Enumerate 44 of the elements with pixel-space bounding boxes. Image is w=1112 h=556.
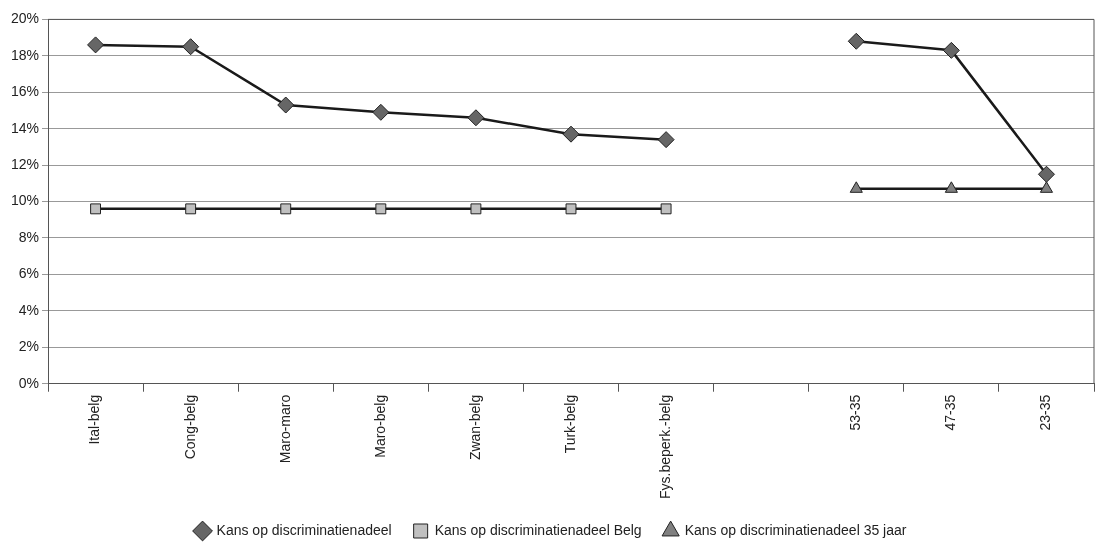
point — [562, 125, 580, 143]
x-tick-label: Cong-belg — [181, 394, 198, 460]
point — [90, 203, 102, 215]
y-tick-label: 4% — [18, 301, 40, 318]
y-tick-label: 18% — [10, 46, 40, 63]
point — [185, 203, 197, 215]
legend-label: Kans op discriminatienadeel Belg — [434, 521, 642, 538]
point — [565, 203, 577, 215]
x-tick-label: Turk-belg — [561, 394, 578, 454]
point — [942, 41, 960, 59]
point — [375, 203, 387, 215]
y-tick-label: 20% — [10, 10, 40, 27]
y-tick-label: 6% — [18, 265, 40, 282]
point — [182, 38, 200, 56]
point — [280, 203, 292, 215]
y-tick-label: 16% — [10, 83, 40, 100]
x-tick-label: 53-35 — [847, 394, 864, 431]
point — [277, 96, 295, 114]
y-tick-label: 14% — [10, 119, 40, 136]
x-tick-label: Ital-belg — [86, 394, 103, 445]
legend-label: Kans op discriminatienadeel 35 jaar — [684, 521, 907, 538]
y-tick-label: 2% — [18, 338, 40, 355]
point — [944, 181, 958, 193]
point — [657, 131, 675, 149]
point — [372, 103, 390, 121]
y-tick-label: 10% — [10, 192, 40, 209]
x-tick-label: Maro-maro — [276, 394, 293, 464]
point — [470, 203, 482, 215]
x-tick-label: Fys.beperk.-belg — [656, 394, 673, 500]
y-tick-label: 12% — [10, 155, 40, 172]
y-tick-label: 8% — [18, 228, 40, 245]
x-tick-label: Zwan-belg — [466, 394, 483, 461]
point — [1039, 181, 1054, 193]
y-tick-label: 0% — [18, 374, 40, 391]
x-tick-label: 47-35 — [942, 394, 959, 431]
point — [660, 203, 672, 215]
x-tick-label: 23-35 — [1037, 394, 1054, 431]
point — [847, 32, 865, 50]
point — [87, 36, 105, 54]
point — [467, 109, 485, 127]
x-tick-label: Maro-belg — [371, 394, 388, 458]
legend-label: Kans op discriminatienadeel — [216, 521, 392, 538]
point — [1037, 165, 1055, 183]
point — [849, 181, 863, 193]
